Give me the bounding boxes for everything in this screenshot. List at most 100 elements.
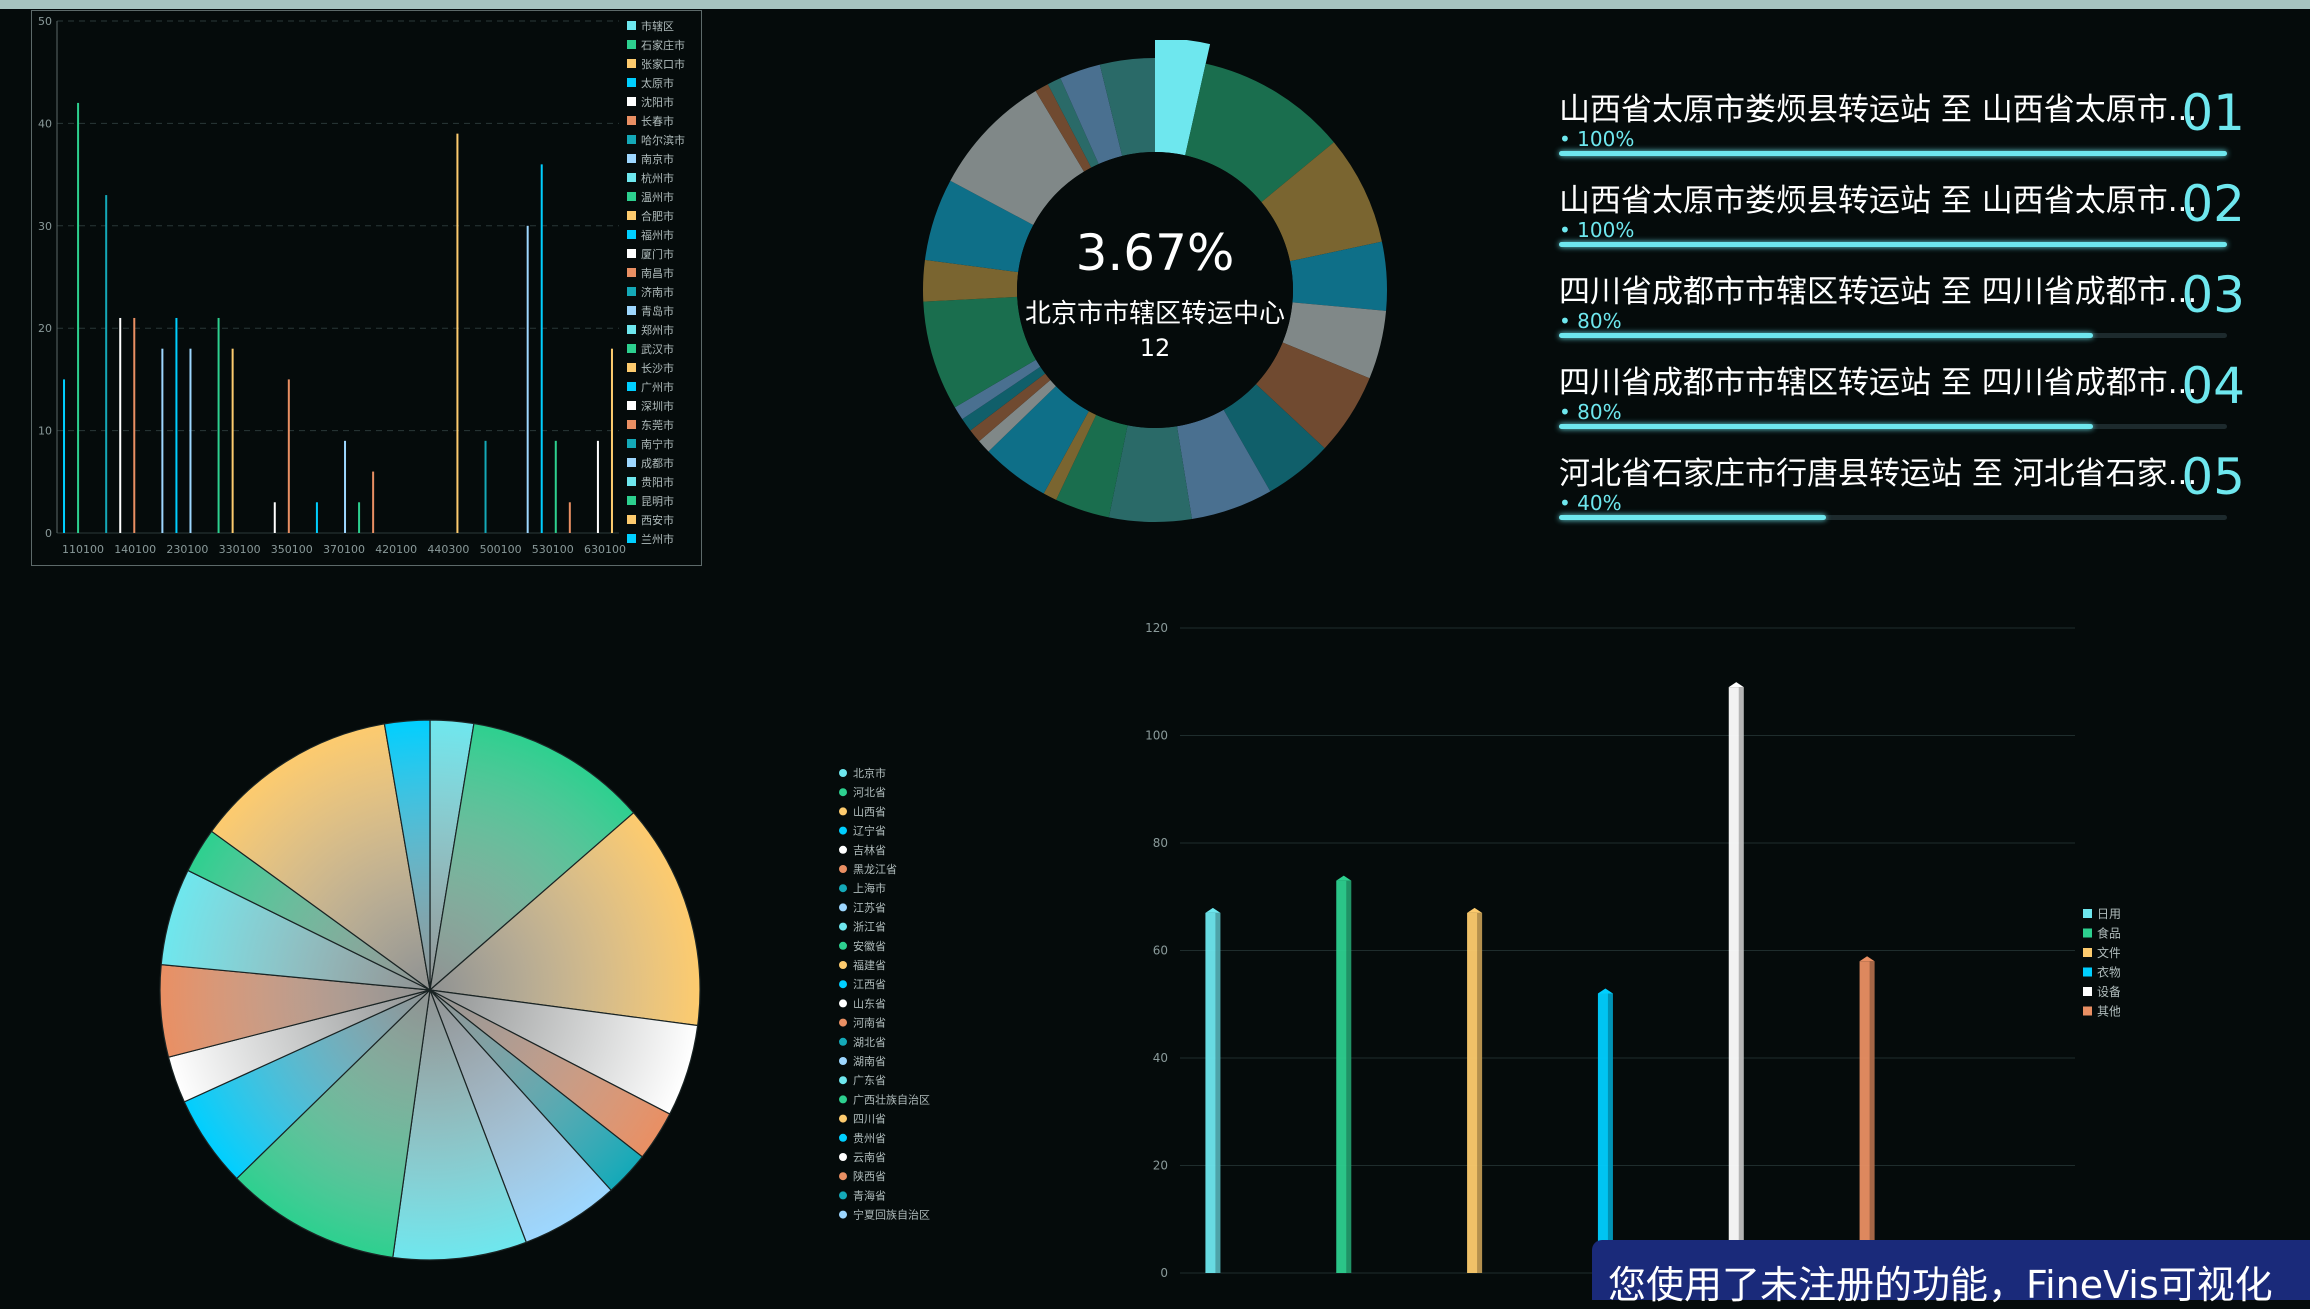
rank-item: 河北省石家庄市行唐县转运站 至 河北省石家... 05 • 40% xyxy=(1555,434,2245,524)
donut-center-label: 北京市市辖区转运中心 xyxy=(1025,299,1285,329)
legend-label: 北京市 xyxy=(853,766,886,780)
legend-swatch xyxy=(839,1018,847,1027)
legend-swatch xyxy=(839,769,847,777)
legend-label: 合肥市 xyxy=(641,209,674,223)
bar-shade xyxy=(1738,687,1744,1273)
bar xyxy=(610,348,613,533)
legend-swatch xyxy=(627,21,636,30)
rank-number: 05 xyxy=(2181,448,2245,506)
legend-label: 长沙市 xyxy=(641,361,674,375)
donut-slice xyxy=(962,366,1046,431)
bar xyxy=(540,164,543,534)
legend-label: 武汉市 xyxy=(641,342,674,356)
legend-swatch xyxy=(627,97,636,106)
legend-swatch xyxy=(839,865,847,873)
legend-swatch xyxy=(839,922,847,931)
province-pie-panel xyxy=(150,700,720,1270)
rank-percent: • 40% xyxy=(1559,491,1622,515)
legend-label: 贵阳市 xyxy=(641,475,674,489)
donut-slice xyxy=(1060,64,1123,165)
bar xyxy=(1597,993,1613,1273)
donut-slice xyxy=(1043,411,1097,500)
legend-label: 张家口市 xyxy=(641,57,685,71)
legend-label: 上海市 xyxy=(853,881,886,895)
bar-cap xyxy=(1859,956,1875,962)
legend-swatch xyxy=(627,59,636,68)
donut-slice xyxy=(979,379,1056,452)
y-tick-label: 80 xyxy=(1153,836,1168,850)
rank-progress-track xyxy=(1559,242,2227,247)
bar-cap xyxy=(1597,988,1613,994)
legend-label: 市辖区 xyxy=(641,19,674,33)
legend-swatch xyxy=(627,116,636,125)
rank-progress-fill xyxy=(1559,151,2227,156)
bar xyxy=(63,379,66,533)
legend-label: 湖北省 xyxy=(853,1036,886,1049)
legend-label: 福州市 xyxy=(641,228,674,242)
legend-label: 成都市 xyxy=(641,456,674,470)
legend-label: 长春市 xyxy=(641,114,674,128)
rank-progress-track xyxy=(1559,151,2227,156)
donut-slice xyxy=(1282,302,1387,379)
legend-label: 四川省 xyxy=(853,1113,886,1126)
donut-slice xyxy=(1047,78,1099,168)
legend-swatch xyxy=(627,173,636,182)
x-tick-label: 630100 xyxy=(584,543,626,556)
rank-percent: • 100% xyxy=(1559,127,1635,151)
notice-text: 您使用了未注册的功能，FineVis可视化 xyxy=(1608,1263,2273,1307)
unregistered-notice[interactable]: 您使用了未注册的功能，FineVis可视化 xyxy=(1592,1240,2310,1307)
rank-title: 河北省石家庄市行唐县转运站 至 河北省石家... xyxy=(1559,456,2198,492)
rank-percent-value: 80% xyxy=(1577,309,1622,333)
legend-swatch xyxy=(839,903,847,912)
y-tick-label: 120 xyxy=(1145,621,1168,635)
legend-label: 深圳市 xyxy=(641,399,674,413)
category-bar-chart: 0 20 40 60 80 100 120 日用品食品文件衣物设备其他 xyxy=(1145,621,2133,1280)
legend-swatch xyxy=(839,1037,847,1046)
legend-swatch xyxy=(627,230,636,239)
pie-slice xyxy=(392,989,528,1261)
x-tick-label: 420100 xyxy=(375,543,417,556)
x-tick-label: 530100 xyxy=(532,543,574,556)
legend-swatch xyxy=(627,458,636,467)
rank-percent: • 100% xyxy=(1559,218,1635,242)
legend-label: 云南省 xyxy=(853,1151,886,1164)
legend-swatch xyxy=(627,192,636,201)
donut-slice xyxy=(1255,342,1370,449)
legend-swatch xyxy=(627,515,636,524)
donut-slice xyxy=(923,296,1036,408)
rank-percent-value: 80% xyxy=(1577,400,1622,424)
legend-label: 衣物 xyxy=(2097,965,2120,980)
donut-slice xyxy=(1108,425,1192,522)
legend-label: 浙江省 xyxy=(853,921,886,934)
y-tick-label: 20 xyxy=(1153,1159,1168,1173)
legend-label: 广州市 xyxy=(641,380,674,394)
rank-title: 山西省太原市娄烦县转运站 至 山西省太原市... xyxy=(1559,183,2198,219)
legend-swatch xyxy=(627,78,636,87)
rank-item: 山西省太原市娄烦县转运站 至 山西省太原市... 01 • 100% xyxy=(1555,70,2245,160)
legend-swatch xyxy=(627,135,636,144)
rank-title: 四川省成都市市辖区转运站 至 四川省成都市... xyxy=(1559,365,2198,401)
legend-label: 文件 xyxy=(2097,945,2120,960)
donut-slice xyxy=(923,259,1019,302)
legend-label: 南宁市 xyxy=(641,437,674,451)
rank-number: 03 xyxy=(2181,266,2245,324)
legend-label: 辽宁省 xyxy=(853,824,886,838)
legend-swatch xyxy=(2083,987,2092,996)
rank-percent-value: 40% xyxy=(1577,491,1622,515)
donut-slice xyxy=(1223,384,1325,492)
legend-label: 江苏省 xyxy=(853,901,886,914)
bar-cap xyxy=(1205,907,1221,913)
legend-swatch xyxy=(839,999,847,1008)
pie-slice xyxy=(383,719,431,991)
category-bar-chart-panel: 0 20 40 60 80 100 120 日用品食品文件衣物设备其他 xyxy=(1100,610,2133,1281)
legend-swatch xyxy=(2083,909,2092,918)
y-tick-label: 50 xyxy=(38,15,52,28)
legend-swatch xyxy=(839,1191,847,1200)
province-legend-svg: 北京市河北省山西省辽宁省吉林省黑龙江省上海市江苏省浙江省安徽省福建省江西省山东省… xyxy=(839,766,930,1222)
pie-slice xyxy=(210,723,431,992)
bar xyxy=(344,440,347,533)
legend-swatch xyxy=(839,1114,847,1123)
rank-percent: • 80% xyxy=(1559,309,1622,333)
legend-label: 南昌市 xyxy=(641,266,674,280)
legend-label: 广西壮族自治区 xyxy=(853,1092,930,1106)
